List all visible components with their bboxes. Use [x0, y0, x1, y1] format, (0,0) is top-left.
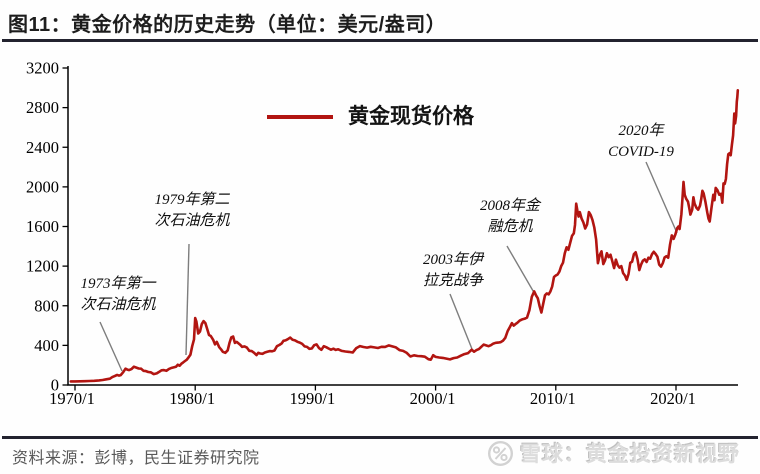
x-tick-label: 1980/1 [169, 389, 215, 408]
figure-title: 图11：黄金价格的历史走势（单位：美元/盎司） [8, 14, 447, 36]
x-tick-label: 2000/1 [410, 389, 456, 408]
x-tick-label: 2010/1 [530, 389, 576, 408]
legend-line-swatch [267, 114, 333, 119]
annotation-label: 1973年第一 次石油危机 [80, 274, 155, 316]
y-tick-label: 0 [51, 376, 59, 395]
x-tick-label: 2020/1 [650, 389, 696, 408]
y-tick-label: 1200 [26, 257, 59, 276]
gold-price-chart: 0 400 800 1200 1600 2000 2400 2800 3200 1970/1 198… [0, 42, 760, 434]
y-tick-label: 1600 [26, 217, 59, 236]
chart-legend: 黄金现货价格 [267, 104, 474, 129]
y-tick-label: 400 [34, 336, 59, 355]
annotation-label: 2020年 COVID-19 [608, 121, 674, 163]
watermark: 雪球：黄金投资新视野 [487, 438, 740, 468]
annotation-callout-line [645, 161, 678, 234]
annotation-line: 拉克战争 [422, 273, 484, 289]
chart-canvas: 0 400 800 1200 1600 2000 2400 2800 3200 1970/1 198… [26, 59, 740, 408]
y-tick-label: 800 [34, 296, 59, 315]
annotation-line: 次石油危机 [154, 213, 230, 229]
annotation-line: 1979年第二 [154, 192, 230, 208]
gold-price-line [69, 89, 740, 383]
annotation-line: 融危机 [487, 219, 533, 235]
annotation-line: 次石油危机 [80, 297, 156, 313]
watermark-brand: 雪球：黄金投资新视野 [520, 443, 740, 466]
y-tick-label: 2000 [26, 177, 59, 196]
annotation-line: 1973年第一 [80, 276, 156, 292]
footer-divider [2, 436, 758, 439]
xueqiu-snowball-logo-icon [487, 440, 514, 466]
annotation-label: 2003年伊 拉克战争 [423, 250, 483, 292]
annotation-callout-line [449, 293, 473, 350]
annotation-callout-line [506, 245, 537, 297]
annotation-line: COVID-19 [608, 144, 674, 160]
title-divider [2, 39, 758, 42]
x-tick-label: 1970/1 [49, 389, 95, 408]
annotation-line: 2008年金 [479, 198, 541, 214]
source-note: 资料来源：彭博，民生证券研究院 [12, 450, 260, 467]
y-tick-label: 3200 [26, 59, 59, 78]
annotation-line: 2003年伊 [422, 252, 484, 268]
annotation-callout-line [99, 321, 123, 372]
y-tick-label: 2400 [26, 138, 59, 157]
legend-label: 黄金现货价格 [348, 104, 474, 128]
annotation-label: 2008年金 融危机 [480, 196, 540, 238]
annotation-line: 2020年 [618, 123, 664, 139]
x-tick-label: 1990/1 [289, 389, 335, 408]
y-tick-label: 2800 [26, 98, 59, 117]
annotation-label: 1979年第二 次石油危机 [154, 190, 229, 232]
annotation-callout-line [185, 243, 190, 356]
